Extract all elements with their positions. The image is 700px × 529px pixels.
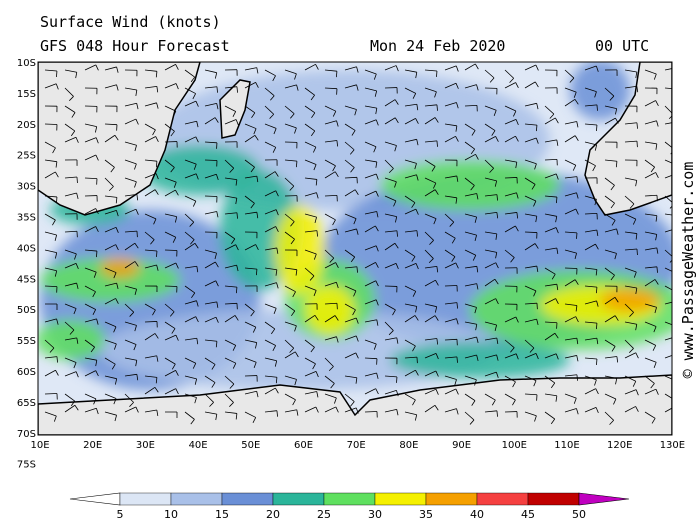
legend-label: 5 [117,508,124,521]
lon-label: 120E [607,440,632,451]
barb-flag [676,216,677,222]
legend-swatch [222,493,273,505]
lat-label: 25S [17,151,36,162]
barb-staff [565,268,577,269]
barb-flag [673,273,676,278]
lat-label: 20S [17,120,36,131]
lon-label: 70E [347,440,366,451]
legend-low-arrow [70,493,120,505]
barb-flag [256,269,257,275]
barb-flag [676,406,679,411]
barb-flag [676,336,678,342]
barb-flag [673,292,676,297]
lat-label: 40S [17,243,36,254]
barb-flag [596,125,597,131]
barb-staff [145,321,157,322]
lon-label: 100E [502,440,527,451]
barb-flag [674,326,676,332]
barb-flag [56,71,57,77]
legend-label: 20 [266,508,280,521]
legend-label: 40 [470,508,484,521]
credit: © www.PassageWeather.com [679,162,697,379]
legend-swatch [426,493,477,505]
wind-shade [380,160,560,210]
lat-label: 45S [17,274,36,285]
lat-label: 15S [17,89,36,100]
wind-shade [275,205,325,295]
legend-swatch [273,493,324,505]
lat-label: 10S [17,58,36,69]
lat-label: 60S [17,367,36,378]
barb-flag [596,287,597,293]
barb-staff [365,411,377,412]
legend-label: 35 [419,508,433,521]
legend-high-arrow [579,493,629,505]
lon-label: 60E [294,440,313,451]
barb-flag [596,323,597,329]
barb-flag [672,400,675,405]
barb-flag [536,125,537,131]
barb-flag [556,197,557,203]
barb-staff [165,286,177,287]
lat-label: 35S [17,213,36,224]
barb-staff [165,250,177,251]
lon-label: 80E [399,440,418,451]
lon-label: 90E [452,440,471,451]
legend-label: 50 [572,508,586,521]
lat-label: 65S [17,398,36,409]
barb-flag [676,228,678,234]
legend-label: 15 [215,508,229,521]
barb-flag [677,122,678,128]
barb-flag [596,359,597,365]
lat-label: 30S [17,182,36,193]
legend-swatch [171,493,222,505]
lon-label: 10E [30,440,49,451]
color-legend: 5 10 15 20 25 30 35 40 45 50 [70,493,629,521]
time: 00 UTC [595,37,649,55]
barb-staff [505,177,517,178]
legend-swatch [324,493,375,505]
legend-label: 10 [164,508,178,521]
lat-label: 50S [17,305,36,316]
lon-label: 30E [136,440,155,451]
lat-label: 75S [17,460,36,471]
lat-label: 70S [17,429,36,440]
barb-flag [674,165,676,171]
barb-flag [676,89,677,95]
barb-flag [96,251,97,257]
legend-label: 25 [317,508,331,521]
lon-label: 50E [241,440,260,451]
legend-label: 45 [521,508,535,521]
title: Surface Wind (knots) [40,13,221,31]
barb-staff [205,160,217,161]
barb-flag [457,357,458,363]
barb-flag [677,68,678,74]
legend-swatch [528,493,579,505]
lat-label: 55S [17,336,36,347]
barb-staff [445,285,457,286]
lon-label: 20E [83,440,102,451]
barb-flag [677,301,679,307]
legend-swatch [375,493,426,505]
barb-flag [236,287,237,293]
barb-flag [674,381,676,387]
subtitle: GFS 048 Hour Forecast [40,37,230,55]
barb-staff [45,393,57,394]
lon-label: 130E [660,440,685,451]
lon-label: 110E [554,440,579,451]
date: Mon 24 Feb 2020 [370,37,505,55]
lon-label: 40E [189,440,208,451]
legend-label: 30 [368,508,382,521]
wind-shade [570,60,630,120]
map-area [35,60,690,435]
legend-swatch [477,493,528,505]
wind-shade [305,285,355,335]
legend-swatch [120,493,171,505]
